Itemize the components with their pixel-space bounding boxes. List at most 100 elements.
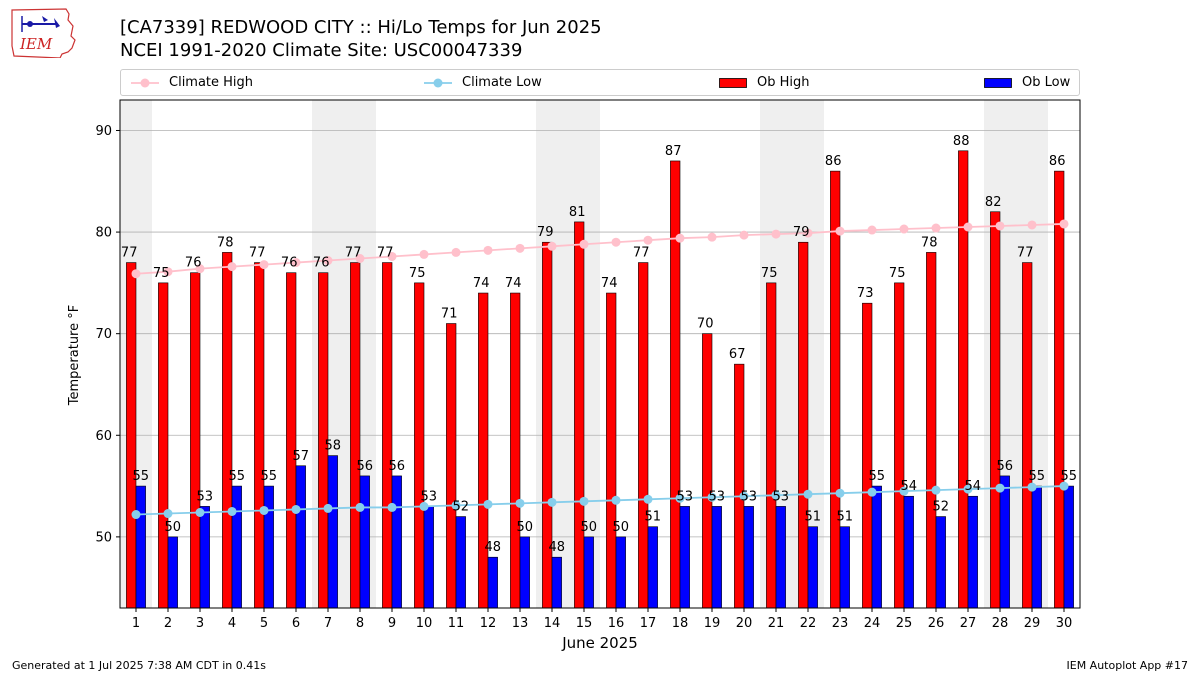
ob-high-data-label: 76 <box>281 256 298 271</box>
ob-low-bar <box>871 485 882 609</box>
ob-high-data-label: 87 <box>665 144 682 159</box>
ob-low-data-label: 55 <box>1061 469 1078 484</box>
ob-high-bar <box>414 282 425 609</box>
ob-low-data-label: 53 <box>773 489 790 504</box>
climate-low-point <box>707 492 717 502</box>
climate-high-point <box>547 241 557 251</box>
ob-low-data-label: 53 <box>741 489 758 504</box>
x-tick-label: 11 <box>448 616 465 631</box>
ob-high-data-label: 88 <box>953 134 970 149</box>
climate-low-point <box>515 498 525 508</box>
ob-low-bar <box>711 506 722 609</box>
x-tick-label: 4 <box>228 616 236 631</box>
x-tick-label: 2 <box>164 616 172 631</box>
ob-high-data-label: 75 <box>761 266 778 281</box>
climate-high-point <box>899 224 909 234</box>
ob-high-bar <box>158 282 169 609</box>
y-tick-label: 60 <box>95 429 112 444</box>
climate-high-point <box>835 226 845 236</box>
x-tick-label: 1 <box>132 616 140 631</box>
climate-high-point <box>323 256 333 266</box>
ob-low-bar <box>423 506 434 609</box>
ob-low-bar <box>391 475 402 609</box>
climate-low-marker-icon <box>424 78 452 87</box>
climate-low-point <box>995 483 1005 493</box>
climate-low-point <box>131 510 141 520</box>
ob-low-bar <box>135 485 146 609</box>
ob-low-bar <box>743 506 754 609</box>
logo-text: IEM <box>19 35 53 53</box>
x-tick-label: 18 <box>672 616 689 631</box>
y-tick-label: 50 <box>95 530 112 545</box>
legend-climate-low: Climate Low <box>424 70 542 95</box>
x-tick-label: 28 <box>992 616 1009 631</box>
ob-high-bar <box>798 241 809 609</box>
x-tick-label: 14 <box>544 616 561 631</box>
ob-low-bar <box>455 516 466 609</box>
ob-high-bar <box>350 262 361 609</box>
ob-low-bar <box>999 475 1010 609</box>
ob-low-data-label: 55 <box>869 469 886 484</box>
climate-low-point <box>963 484 973 494</box>
x-axis-ticks: 1 2 3 4 5 6 7 8 9 10 11 12 13 14 15 16 17 18 19 20 21 22 23 24 2… <box>132 608 1072 631</box>
plot-frame <box>119 99 1081 609</box>
iowa-map-icon: IEM <box>11 8 76 59</box>
ob-high-bar <box>190 272 201 609</box>
ob-low-bar <box>807 526 818 609</box>
ob-high-bar <box>958 150 969 609</box>
ob-low-data-label: 55 <box>229 469 246 484</box>
ob-high-data-label: 82 <box>985 195 1002 210</box>
y-tick-label: 80 <box>95 226 112 241</box>
ob-high-bar <box>126 262 137 609</box>
ob-low-data-label: 55 <box>133 469 150 484</box>
climate-low-point <box>835 488 845 498</box>
ob-low-bar <box>1063 485 1074 609</box>
x-tick-label: 8 <box>356 616 364 631</box>
ob-low-bar <box>1031 485 1042 609</box>
ob-low-data-label: 50 <box>165 520 182 535</box>
bars <box>126 150 1074 609</box>
chart-title: [CA7339] REDWOOD CITY :: Hi/Lo Temps for… <box>120 17 602 38</box>
x-tick-label: 15 <box>576 616 593 631</box>
climate-high-point <box>387 251 397 261</box>
x-tick-label: 16 <box>608 616 625 631</box>
climate-low-point <box>483 499 493 509</box>
ob-high-data-label: 75 <box>153 266 170 281</box>
ob-high-bar <box>510 292 521 609</box>
ob-high-bar <box>574 221 585 609</box>
climate-low-point <box>739 491 749 501</box>
climate-high-point <box>995 221 1005 231</box>
climate-high-point <box>131 269 141 279</box>
x-tick-label: 21 <box>768 616 785 631</box>
climate-high-point <box>707 232 717 242</box>
ob-high-data-label: 74 <box>505 276 522 291</box>
ob-low-bar <box>519 536 530 609</box>
ob-high-bar <box>286 272 297 609</box>
ob-high-data-label: 77 <box>249 246 266 261</box>
climate-high-point <box>931 223 941 233</box>
ob-low-data-label: 56 <box>389 459 406 474</box>
climate-high-point <box>1027 220 1037 230</box>
ob-high-bar <box>382 262 393 609</box>
climate-high-point <box>867 225 877 235</box>
ob-high-bar <box>926 252 937 609</box>
legend-label: Ob High <box>757 75 810 90</box>
x-tick-label: 25 <box>896 616 913 631</box>
ob-low-data-label: 48 <box>549 540 566 555</box>
ob-high-data-label: 74 <box>601 276 618 291</box>
ob-low-bar <box>295 465 306 609</box>
ob-high-data-label: 67 <box>729 347 746 362</box>
ob-low-data-label: 53 <box>197 489 214 504</box>
ob-high-bar <box>670 160 681 609</box>
climate-high-point <box>451 247 461 257</box>
ob-low-data-label: 48 <box>485 540 502 555</box>
ob-high-data-label: 78 <box>217 235 234 250</box>
x-tick-label: 30 <box>1056 616 1073 631</box>
climate-low-point <box>419 501 429 511</box>
ob-low-data-label: 54 <box>965 479 982 494</box>
ob-high-bar <box>1022 262 1033 609</box>
ob-low-data-label: 54 <box>901 479 918 494</box>
ob-low-data-label: 56 <box>357 459 374 474</box>
x-tick-label: 12 <box>480 616 497 631</box>
ob-low-bar <box>199 506 210 609</box>
